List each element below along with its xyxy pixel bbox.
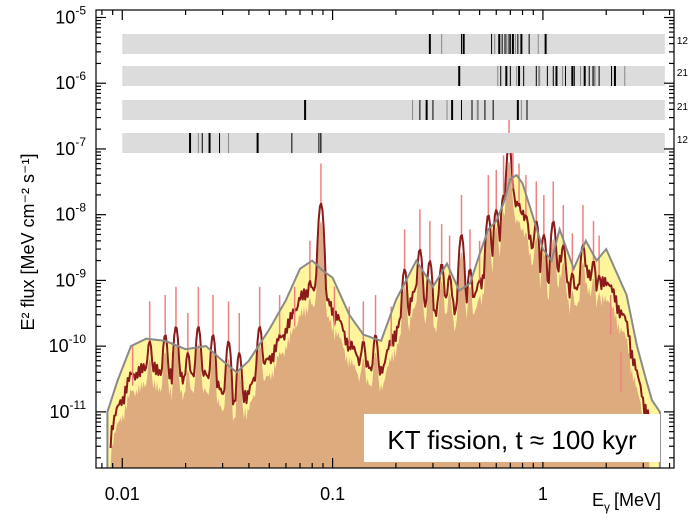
isotope-band — [122, 66, 665, 86]
plot-frame — [95, 9, 675, 469]
isotope-label: 126Sn — [677, 135, 688, 153]
isotope-row: 126Sn — [122, 133, 688, 153]
x-axis-title-symbol: E — [592, 490, 604, 510]
y-tick-exponent: -10 — [69, 332, 87, 346]
isotope-label-mass: 214 — [677, 68, 688, 79]
y-axis-title: E² flux [MeV cm⁻² s⁻¹] — [18, 153, 38, 330]
isotope-band — [122, 100, 665, 120]
x-axis-title-unit: [MeV] — [614, 490, 661, 510]
y-tick-exponent: -6 — [75, 69, 86, 83]
y-tick-exponent: -7 — [75, 135, 86, 149]
isotope-label: 214Pb — [677, 102, 688, 120]
y-tick-mantissa: 10 — [55, 7, 75, 27]
y-tick-label: 10-10 — [49, 332, 87, 356]
y-tick-exponent: -11 — [70, 398, 87, 412]
isotope-label: 126Sb — [677, 36, 688, 54]
annotation-text: KT fission, t ≈ 100 kyr — [387, 425, 637, 455]
x-tick-label: 1 — [538, 484, 548, 504]
line-spectrum-curve — [109, 143, 651, 449]
y-tick-mantissa: 10 — [55, 139, 75, 159]
x-tick-label: 0.01 — [105, 484, 140, 504]
plot-clip-group — [106, 119, 661, 468]
isotope-label-mass: 126 — [677, 135, 688, 146]
y-tick-exponent: -9 — [75, 266, 86, 280]
y-tick-mantissa: 10 — [55, 270, 75, 290]
y-tick-label: 10-9 — [55, 266, 86, 290]
isotope-label-mass: 214 — [677, 102, 688, 113]
y-tick-exponent: -5 — [75, 3, 86, 17]
line-spectrum-fill — [110, 162, 650, 468]
plot-area: 126Sb 214Bi 214Pb 126Sn — [106, 34, 688, 468]
isotope-label: 214Bi — [677, 68, 688, 86]
envelope-curve — [106, 173, 661, 468]
isotope-row: 126Sb — [122, 34, 688, 54]
x-axis-title-subscript: γ — [604, 500, 610, 514]
y-tick-mantissa: 10 — [49, 336, 69, 356]
x-axis-title: Eγ [MeV] — [592, 490, 661, 514]
annotation-box — [364, 414, 660, 462]
spike-group — [131, 119, 622, 393]
y-tick-mantissa: 10 — [55, 73, 75, 93]
y-tick-label: 10-5 — [55, 3, 86, 27]
y-tick-label: 10-8 — [55, 201, 86, 225]
isotope-label-mass: 126 — [677, 36, 688, 47]
y-tick-label: 10-11 — [50, 398, 87, 422]
y-tick-mantissa: 10 — [55, 205, 75, 225]
x-tick-label: 0.1 — [320, 484, 345, 504]
y-tick-label: 10-7 — [55, 135, 86, 159]
y-tick-exponent: -8 — [75, 201, 86, 215]
y-tick-label: 10-6 — [55, 69, 86, 93]
isotope-band — [122, 34, 665, 54]
y-tick-mantissa: 10 — [50, 402, 70, 422]
isotope-row: 214Bi — [122, 66, 688, 86]
isotope-row: 214Pb — [122, 100, 688, 120]
isotope-band — [122, 133, 665, 153]
